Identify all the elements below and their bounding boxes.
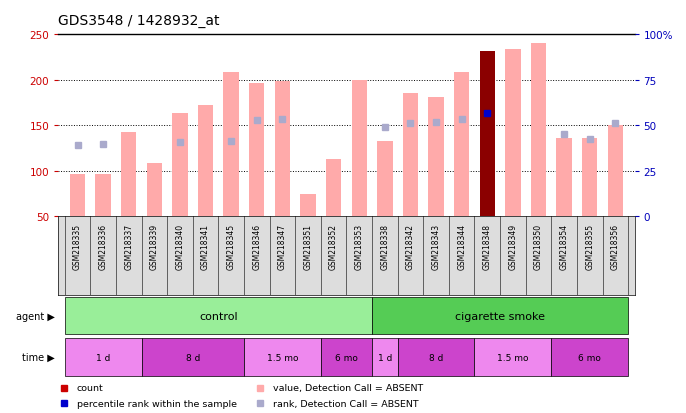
Text: GSM218345: GSM218345 [226,223,236,269]
Bar [121,132,137,217]
Text: rank, Detection Call = ABSENT: rank, Detection Call = ABSENT [272,399,418,408]
Bar [398,339,475,376]
Text: value, Detection Call = ABSENT: value, Detection Call = ABSENT [272,383,423,392]
Bar [198,106,213,217]
Bar [372,297,628,335]
Bar [326,159,342,217]
Text: percentile rank within the sample: percentile rank within the sample [77,399,237,408]
Text: 8 d: 8 d [429,353,443,362]
Text: time ▶: time ▶ [22,352,55,362]
Text: 1 d: 1 d [378,353,392,362]
Bar [147,163,162,217]
Text: GSM218341: GSM218341 [201,223,210,269]
Text: 1 d: 1 d [96,353,110,362]
Text: 8 d: 8 d [186,353,200,362]
Text: GSM218352: GSM218352 [329,223,338,269]
Bar [403,94,418,217]
Bar [249,84,265,217]
Text: GSM218338: GSM218338 [380,223,390,269]
Text: count: count [77,383,104,392]
Text: GSM218347: GSM218347 [278,223,287,269]
Bar [64,297,372,335]
Text: GSM218350: GSM218350 [534,223,543,269]
Text: GSM218349: GSM218349 [508,223,517,269]
Bar [552,339,628,376]
Text: GSM218342: GSM218342 [406,223,415,269]
Text: GSM218335: GSM218335 [73,223,82,269]
Bar [244,339,321,376]
Text: 6 mo: 6 mo [578,353,601,362]
Text: 1.5 mo: 1.5 mo [497,353,529,362]
Text: GSM218354: GSM218354 [560,223,569,269]
Text: GSM218344: GSM218344 [457,223,466,269]
Text: 1.5 mo: 1.5 mo [267,353,298,362]
Text: GSM218343: GSM218343 [431,223,440,269]
Text: agent ▶: agent ▶ [16,311,55,321]
Text: GSM218336: GSM218336 [99,223,108,269]
Bar [351,81,367,217]
Bar [377,141,392,217]
Bar [454,72,469,217]
Bar [172,113,188,217]
Bar [70,174,85,217]
Text: GSM218355: GSM218355 [585,223,594,269]
Text: GSM218353: GSM218353 [355,223,364,269]
Text: GSM218348: GSM218348 [483,223,492,269]
Bar [531,44,546,217]
Text: GSM218339: GSM218339 [150,223,159,269]
Bar [475,339,552,376]
Text: GSM218346: GSM218346 [252,223,261,269]
Text: GSM218337: GSM218337 [124,223,133,269]
Bar [505,50,521,217]
Bar [95,174,111,217]
Text: cigarette smoke: cigarette smoke [455,311,545,321]
Text: GSM218356: GSM218356 [611,223,620,269]
Text: GSM218351: GSM218351 [303,223,313,269]
Bar [321,339,372,376]
Text: GDS3548 / 1428932_at: GDS3548 / 1428932_at [58,14,220,28]
Bar [64,339,141,376]
Bar [372,339,398,376]
Bar [608,126,623,217]
Bar [428,98,444,217]
Text: GSM218340: GSM218340 [176,223,185,269]
Bar [582,139,598,217]
Bar [274,81,290,217]
Text: 6 mo: 6 mo [335,353,358,362]
Text: control: control [199,311,237,321]
Bar [480,52,495,217]
Bar [556,139,572,217]
Bar [141,339,244,376]
Bar [300,194,316,217]
Bar [224,72,239,217]
